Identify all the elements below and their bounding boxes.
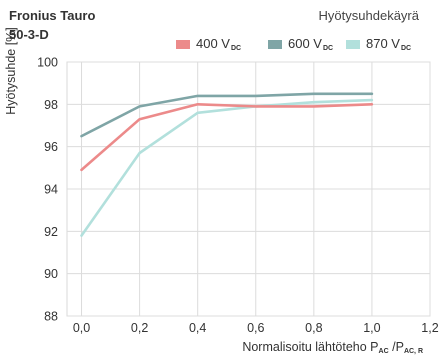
- x-tick-label: 1,0: [363, 321, 380, 335]
- y-tick-label: 88: [44, 310, 58, 324]
- legend-swatch-400v: [176, 39, 190, 49]
- x-tick-label: 0,4: [189, 321, 206, 335]
- legend-item-400v: 400 VDC: [176, 36, 241, 52]
- legend-label-600v: 600 VDC: [288, 36, 334, 52]
- legend-item-870v: 870 VDC: [346, 36, 411, 52]
- x-axis-label: Normalisoitu lähtöteho PAC /PAC, R: [242, 340, 423, 355]
- product-name: Fronius Tauro: [9, 8, 96, 23]
- x-tick-label: 0,8: [305, 321, 322, 335]
- product-model: 50-3-D: [9, 27, 49, 42]
- legend-item-600v: 600 VDC: [268, 36, 333, 52]
- legend-swatch-870v: [346, 39, 360, 49]
- x-tick-label: 0,2: [131, 321, 148, 335]
- x-tick-label: 0,0: [73, 321, 90, 335]
- legend-label-400v: 400 VDC: [196, 36, 242, 52]
- series-line-400-vdc: [80, 103, 374, 172]
- x-tick-label: 0,6: [247, 321, 264, 335]
- legend-swatch-600v: [268, 39, 282, 49]
- x-tick-label: 1,2: [421, 321, 438, 335]
- y-tick-label: 100: [37, 56, 58, 70]
- y-tick-label: 94: [44, 183, 58, 197]
- legend-label-870v: 870 VDC: [366, 36, 412, 52]
- y-tick-label: 90: [44, 267, 58, 281]
- product-title: Fronius Tauro 50-3-D: [9, 6, 95, 44]
- y-tick-label: 98: [44, 98, 58, 112]
- y-axis-label: Hyötysuhde [%]: [4, 27, 18, 115]
- legend: 400 VDC 600 VDC 870 VDC: [0, 36, 440, 56]
- chart-type-label: Hyötysuhdekäyrä: [318, 8, 419, 23]
- y-tick-label: 96: [44, 140, 58, 154]
- y-tick-label: 92: [44, 225, 58, 239]
- series-line-870-vdc: [80, 98, 374, 237]
- series-line-600-vdc: [80, 92, 374, 138]
